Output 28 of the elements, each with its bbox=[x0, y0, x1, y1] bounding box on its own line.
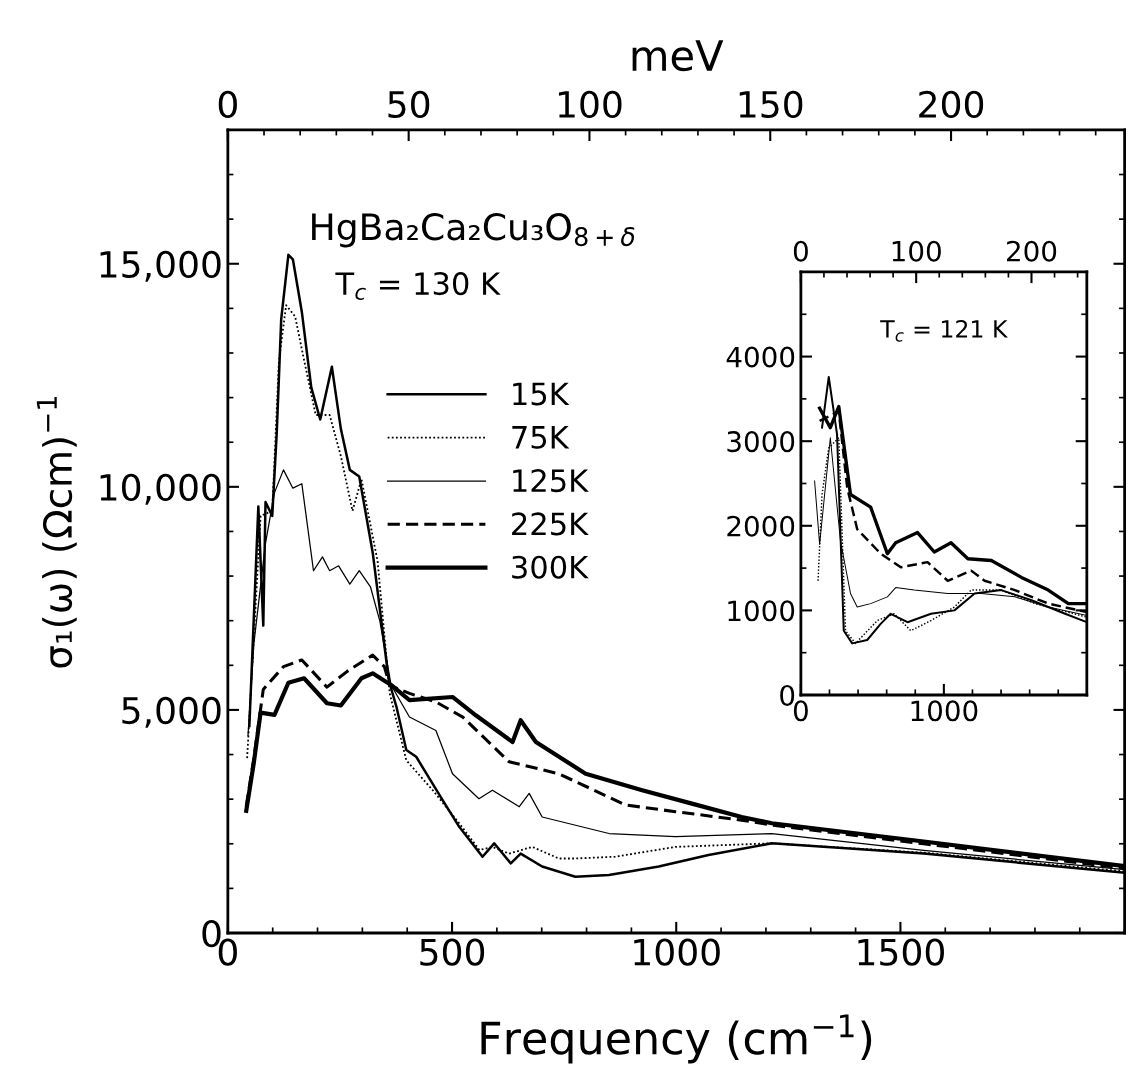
legend-label: 125K bbox=[513, 469, 589, 493]
y-tick-label: 0 bbox=[780, 684, 795, 706]
legend-label: 300K bbox=[512, 555, 589, 579]
y-tick-label: 2000 bbox=[727, 515, 795, 537]
y-axis-title: σ₁(ω) (Ωcm)$^{−1}$ bbox=[36, 396, 77, 668]
y-tick-label: 15,000 bbox=[100, 250, 221, 282]
y-tick-label: 4000 bbox=[726, 346, 795, 368]
x2-tick-label: 200 bbox=[919, 90, 984, 119]
legend-label: 225K bbox=[512, 512, 589, 536]
x2-tick-label: 150 bbox=[739, 90, 803, 119]
x-tick-label: 1500 bbox=[858, 938, 944, 966]
legend-label: 75K bbox=[512, 426, 570, 449]
y-tick-label: 3000 bbox=[727, 431, 795, 453]
x-tick-label: 500 bbox=[420, 938, 485, 966]
x2-tick-label: 50 bbox=[388, 90, 430, 119]
x2-tick-label: 100 bbox=[892, 240, 941, 262]
annotation: T$_{c}$ = 130 K bbox=[335, 272, 501, 301]
x2-tick-label: 200 bbox=[1007, 240, 1057, 262]
y-tick-label: 10,000 bbox=[100, 473, 221, 505]
annotation: HgBa₂Ca₂Cu₃O$_{8+δ}$ bbox=[312, 213, 635, 248]
x2-axis-title: meV bbox=[632, 40, 724, 72]
legend-label: 15K bbox=[513, 382, 570, 406]
x2-tick-label: 100 bbox=[558, 90, 622, 119]
annotation: T$_{c}$ = 121 K bbox=[880, 320, 1008, 342]
x-tick-label: 1000 bbox=[634, 938, 720, 966]
x-axis-title: Frequency (cm$^{−1}$) bbox=[481, 1014, 872, 1064]
y-tick-label: 5,000 bbox=[122, 696, 221, 728]
y-tick-label: 1000 bbox=[728, 600, 795, 622]
